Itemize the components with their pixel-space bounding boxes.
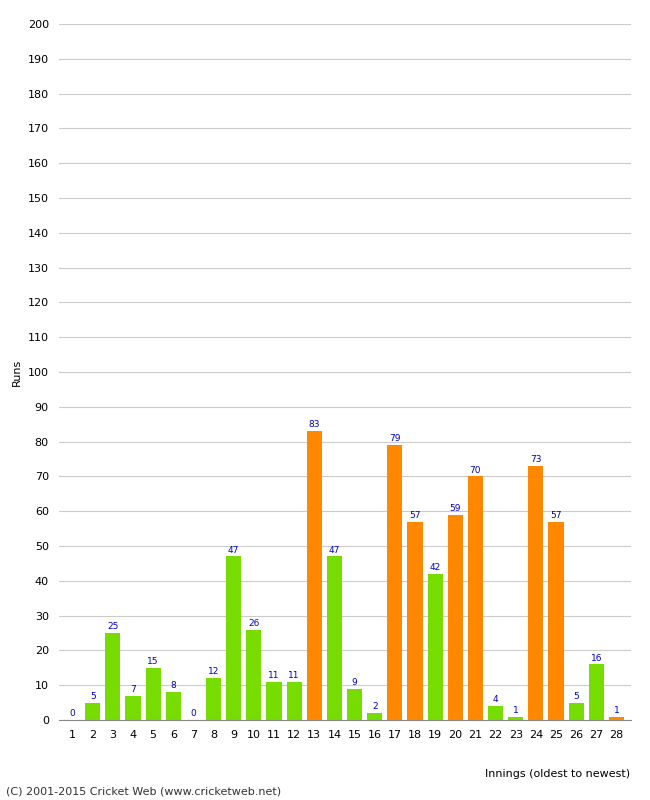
Text: 57: 57 <box>410 511 421 520</box>
Text: 0: 0 <box>190 710 196 718</box>
Bar <box>528 466 543 720</box>
Text: 4: 4 <box>493 695 499 704</box>
Text: 9: 9 <box>352 678 358 687</box>
Bar <box>428 574 443 720</box>
Text: 7: 7 <box>130 685 136 694</box>
Text: 42: 42 <box>430 563 441 572</box>
Text: 26: 26 <box>248 618 259 628</box>
Bar <box>387 445 402 720</box>
Bar <box>327 557 342 720</box>
Text: 47: 47 <box>329 546 340 554</box>
Bar <box>347 689 362 720</box>
Bar <box>105 633 120 720</box>
Text: 2: 2 <box>372 702 378 711</box>
Bar <box>206 678 221 720</box>
Bar <box>468 477 483 720</box>
Text: Innings (oldest to newest): Innings (oldest to newest) <box>486 769 630 778</box>
Text: 15: 15 <box>148 657 159 666</box>
Bar <box>266 682 281 720</box>
Bar <box>307 431 322 720</box>
Bar <box>367 713 382 720</box>
Text: 11: 11 <box>289 671 300 680</box>
Bar <box>125 696 140 720</box>
Bar <box>287 682 302 720</box>
Bar <box>448 514 463 720</box>
Text: 73: 73 <box>530 455 541 464</box>
Bar <box>146 668 161 720</box>
Y-axis label: Runs: Runs <box>12 358 22 386</box>
Text: 59: 59 <box>450 504 461 513</box>
Bar <box>488 706 503 720</box>
Text: (C) 2001-2015 Cricket Web (www.cricketweb.net): (C) 2001-2015 Cricket Web (www.cricketwe… <box>6 786 281 796</box>
Bar <box>408 522 422 720</box>
Text: 70: 70 <box>470 466 481 474</box>
Text: 8: 8 <box>170 682 176 690</box>
Text: 25: 25 <box>107 622 118 631</box>
Text: 1: 1 <box>614 706 619 714</box>
Bar <box>508 717 523 720</box>
Bar <box>549 522 564 720</box>
Text: 16: 16 <box>590 654 602 662</box>
Bar <box>569 702 584 720</box>
Bar <box>609 717 624 720</box>
Bar <box>85 702 100 720</box>
Text: 57: 57 <box>551 511 562 520</box>
Text: 0: 0 <box>70 710 75 718</box>
Text: 1: 1 <box>513 706 519 714</box>
Bar <box>166 692 181 720</box>
Text: 11: 11 <box>268 671 280 680</box>
Bar <box>589 664 604 720</box>
Text: 47: 47 <box>228 546 239 554</box>
Text: 5: 5 <box>573 692 579 701</box>
Text: 83: 83 <box>309 421 320 430</box>
Bar <box>226 557 241 720</box>
Text: 12: 12 <box>208 667 219 677</box>
Text: 5: 5 <box>90 692 96 701</box>
Bar <box>246 630 261 720</box>
Text: 79: 79 <box>389 434 400 443</box>
